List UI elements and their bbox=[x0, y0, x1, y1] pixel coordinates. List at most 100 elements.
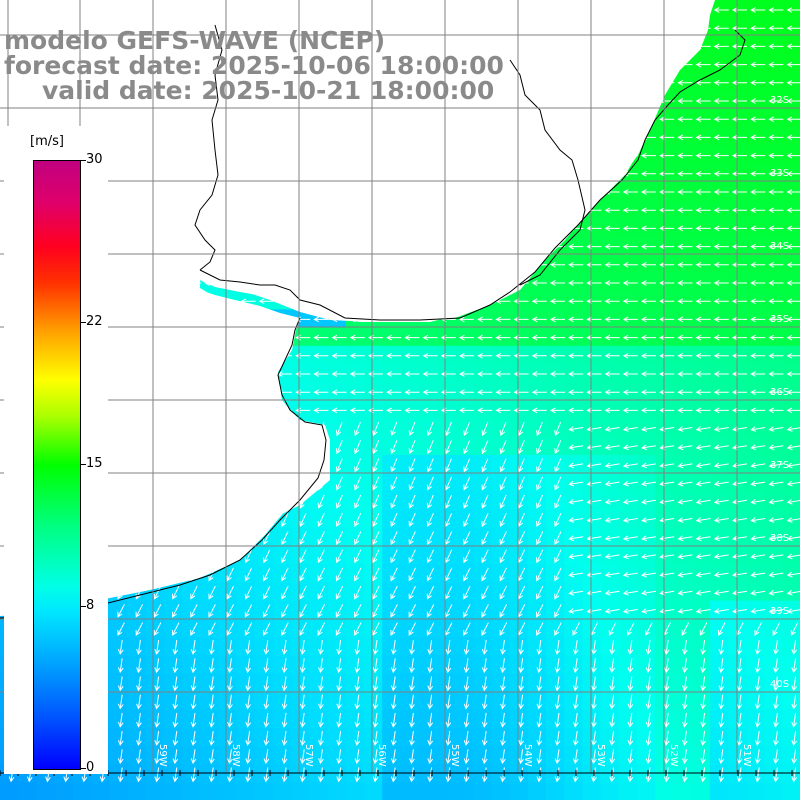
wind-speed-cell bbox=[109, 618, 128, 638]
wind-vector-arrow bbox=[572, 731, 579, 746]
wind-speed-cell bbox=[254, 728, 274, 747]
wind-speed-cell bbox=[127, 618, 147, 638]
wind-speed-cell bbox=[655, 746, 674, 765]
wind-speed-cell bbox=[746, 728, 765, 747]
wind-speed-cell bbox=[764, 455, 784, 474]
wind-vector-arrow bbox=[786, 535, 800, 542]
wind-speed-cell bbox=[564, 546, 583, 565]
wind-vector-arrow bbox=[404, 371, 420, 377]
wind-speed-cell bbox=[145, 782, 165, 800]
wind-speed-cell bbox=[455, 655, 474, 674]
wind-vector-arrow bbox=[659, 571, 675, 578]
wind-vector-arrow bbox=[136, 749, 142, 765]
wind-vector-arrow bbox=[663, 640, 670, 655]
wind-speed-cell bbox=[163, 782, 183, 800]
wind-speed-cell bbox=[691, 400, 711, 420]
wind-vector-arrow bbox=[568, 462, 584, 469]
wind-vector-arrow bbox=[281, 549, 289, 564]
wind-vector-arrow bbox=[731, 352, 747, 359]
wind-vector-arrow bbox=[372, 676, 379, 692]
wind-vector-arrow bbox=[609, 640, 615, 655]
wind-speed-cell bbox=[655, 254, 674, 274]
wind-vector-arrow bbox=[663, 749, 670, 765]
wind-vector-arrow bbox=[713, 352, 729, 359]
wind-vector-arrow bbox=[645, 767, 652, 783]
wind-vector-arrow bbox=[313, 334, 329, 341]
wind-vector-arrow bbox=[604, 316, 620, 323]
wind-vector-arrow bbox=[604, 553, 620, 560]
wind-speed-cell bbox=[382, 782, 401, 800]
wind-speed-cell bbox=[364, 345, 383, 365]
wind-speed-cell bbox=[709, 254, 729, 274]
wind-vector-arrow bbox=[682, 640, 688, 655]
wind-vector-arrow bbox=[445, 549, 453, 564]
wind-speed-cell bbox=[673, 582, 693, 602]
wind-speed-cell bbox=[182, 637, 201, 656]
wind-speed-cell bbox=[764, 0, 784, 19]
wind-vector-arrow bbox=[695, 207, 711, 214]
wind-speed-cell bbox=[637, 728, 656, 747]
wind-speed-cell bbox=[764, 109, 784, 128]
wind-vector-arrow bbox=[227, 749, 233, 765]
wind-vector-arrow bbox=[135, 604, 144, 618]
wind-speed-cell bbox=[764, 18, 784, 37]
wind-vector-arrow bbox=[554, 458, 562, 473]
wind-speed-cell bbox=[709, 436, 729, 456]
wind-speed-cell bbox=[764, 236, 784, 256]
wind-speed-cell bbox=[546, 309, 565, 329]
wind-speed-cell bbox=[782, 746, 800, 765]
wind-vector-arrow bbox=[281, 731, 288, 746]
wind-speed-cell bbox=[746, 691, 765, 711]
wind-speed-cell bbox=[382, 382, 401, 401]
wind-vector-arrow bbox=[695, 608, 711, 614]
wind-vector-arrow bbox=[554, 640, 561, 655]
wind-vector-arrow bbox=[244, 622, 253, 636]
wind-speed-cell bbox=[746, 382, 765, 401]
wind-speed-cell bbox=[764, 673, 784, 693]
wind-vector-arrow bbox=[335, 512, 343, 527]
wind-vector-arrow bbox=[372, 440, 380, 455]
wind-speed-cell bbox=[691, 709, 711, 729]
wind-vector-arrow bbox=[568, 535, 584, 542]
wind-speed-cell bbox=[673, 72, 693, 92]
wind-speed-cell bbox=[709, 618, 729, 638]
wind-speed-cell bbox=[436, 637, 456, 656]
wind-speed-cell bbox=[564, 673, 583, 693]
wind-speed-cell bbox=[637, 418, 656, 438]
wind-speed-cell bbox=[455, 746, 474, 765]
wind-speed-cell bbox=[582, 600, 602, 620]
wind-speed-cell bbox=[673, 345, 693, 365]
wind-vector-arrow bbox=[318, 676, 324, 692]
wind-speed-cell bbox=[673, 145, 693, 165]
wind-speed-cell bbox=[618, 254, 638, 274]
wind-speed-cell bbox=[309, 364, 329, 383]
wind-speed-cell bbox=[655, 546, 674, 565]
wind-speed-cell bbox=[527, 291, 547, 310]
wind-speed-cell bbox=[782, 254, 800, 274]
wind-vector-arrow bbox=[677, 389, 693, 396]
wind-vector-arrow bbox=[695, 98, 711, 104]
wind-speed-cell bbox=[564, 418, 583, 438]
wind-vector-arrow bbox=[695, 371, 711, 377]
wind-speed-cell bbox=[673, 218, 693, 238]
wind-speed-cell bbox=[582, 400, 602, 420]
wind-speed-cell bbox=[309, 764, 329, 784]
wind-vector-arrow bbox=[713, 152, 729, 159]
wind-speed-cell bbox=[782, 273, 800, 292]
wind-vector-arrow bbox=[426, 494, 434, 509]
wind-speed-cell bbox=[509, 618, 529, 638]
wind-vector-arrow bbox=[500, 676, 506, 692]
wind-speed-cell bbox=[163, 764, 183, 784]
wind-speed-cell bbox=[327, 655, 347, 674]
wind-speed-cell bbox=[782, 36, 800, 56]
wind-vector-arrow bbox=[531, 316, 547, 323]
wind-vector-arrow bbox=[731, 261, 747, 268]
wind-vector-arrow bbox=[427, 694, 433, 710]
wind-vector-arrow bbox=[422, 371, 438, 377]
wind-vector-arrow bbox=[335, 494, 343, 509]
wind-vector-arrow bbox=[695, 517, 711, 523]
wind-vector-arrow bbox=[536, 549, 544, 564]
wind-speed-cell bbox=[546, 746, 565, 765]
wind-vector-arrow bbox=[677, 499, 693, 505]
wind-vector-arrow bbox=[390, 676, 397, 692]
